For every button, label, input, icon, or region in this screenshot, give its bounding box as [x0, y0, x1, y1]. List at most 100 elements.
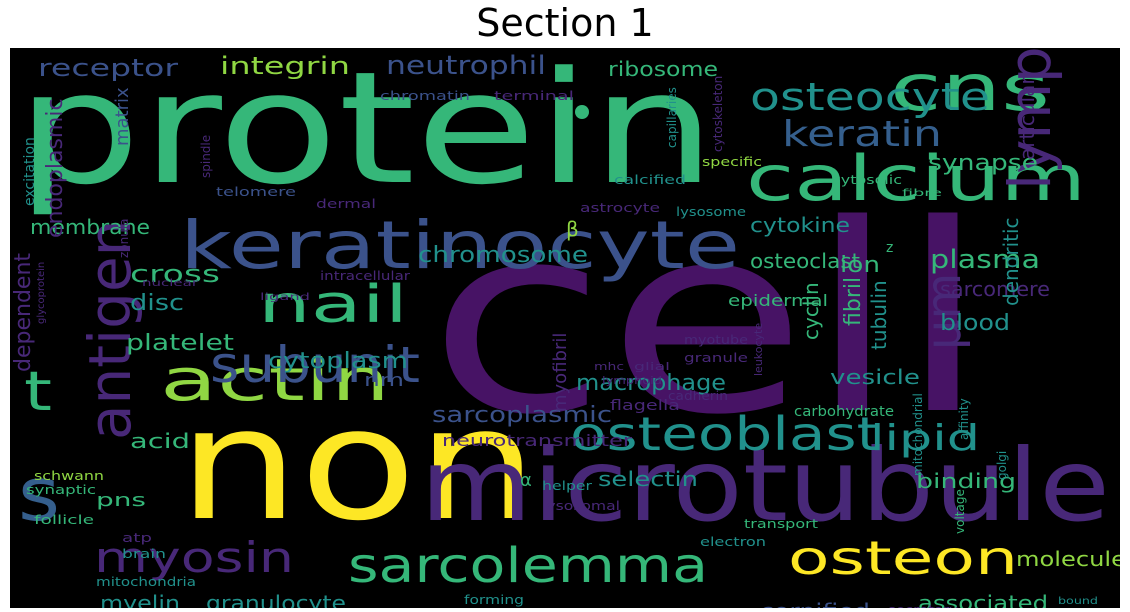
- word-excitation: excitation: [22, 137, 38, 206]
- word-ion: ion: [840, 253, 880, 278]
- word-ribosome: ribosome: [608, 57, 718, 81]
- word-binding: binding: [916, 469, 1016, 493]
- word-calcified: calcified: [614, 173, 686, 187]
- word-ligand: ligand: [260, 292, 310, 303]
- word-cloud-background: [10, 48, 1120, 608]
- word-macrophage: macrophage: [576, 371, 726, 396]
- word-golgi: golgi: [995, 451, 1009, 480]
- word-lysosomal: lysosomal: [542, 499, 620, 513]
- word-dendritic: dendritic: [999, 217, 1023, 306]
- word-osteocyte: osteocyte: [750, 75, 990, 119]
- word-lysosome: lysosome: [676, 205, 746, 219]
- word-synaptic: synaptic: [26, 483, 96, 497]
- dot-mark: [575, 105, 589, 119]
- word-capillaries: capillaries: [665, 87, 679, 148]
- word-cloud: cellproteinnonmicrotubulekeratinocytecal…: [10, 48, 1120, 608]
- word-transport: transport: [744, 517, 818, 531]
- word-microtubule: microtubule: [420, 427, 1110, 544]
- word-mitochondrial: mitochondrial: [911, 393, 925, 476]
- word-granule: granule: [684, 351, 748, 365]
- word-disc: disc: [130, 291, 184, 316]
- word-cyclin: cyclin: [799, 282, 823, 340]
- word-antigen: antigen: [76, 220, 144, 440]
- word-myosin: myosin: [94, 533, 294, 582]
- word-molecule: molecule: [1016, 547, 1120, 571]
- word-nail: nail: [258, 275, 408, 335]
- word-cytosolic: cytosolic: [832, 173, 902, 187]
- word-integrin: integrin: [220, 52, 350, 80]
- word-fibre: fibre: [902, 188, 942, 199]
- word-terminal: terminal: [494, 89, 574, 103]
- word-membrane: membrane: [30, 215, 150, 239]
- word-keratinocyte: keratinocyte: [180, 207, 740, 284]
- word-t: t: [24, 360, 52, 423]
- word-myofibril: myofibril: [550, 333, 571, 412]
- word-selectin: selectin: [598, 467, 698, 491]
- word-vesicle: vesicle: [830, 365, 920, 389]
- word-follicle: follicle: [34, 513, 94, 527]
- word-cytoplasm: cytoplasm: [268, 349, 408, 374]
- word-chromatin: chromatin: [380, 89, 470, 103]
- word-subunit: subunit: [210, 336, 420, 394]
- word-sarcoplasmic: sarcoplasmic: [432, 403, 612, 428]
- word-glial: glial: [634, 360, 670, 373]
- word-schwann: schwann: [34, 469, 104, 483]
- word-cytoskeleton: cytoskeleton: [711, 76, 725, 152]
- word-osteon: osteon: [788, 531, 1018, 585]
- word-zonula: zonula: [117, 218, 131, 258]
- word-platelet: platelet: [126, 331, 234, 356]
- word-plasma: plasma: [930, 245, 1040, 275]
- word-affinity: affinity: [957, 398, 971, 440]
- word-electron: electron: [700, 535, 766, 549]
- word-cell: cell: [428, 170, 988, 472]
- word-cns: cns: [890, 52, 1050, 126]
- word-leukocyte: leukocyte: [752, 323, 765, 376]
- word-mhc: mhc: [594, 360, 624, 373]
- word-sarcomere: sarcomere: [940, 277, 1050, 301]
- word-glycoprotein: glycoprotein: [36, 262, 47, 324]
- word-mitochondria: mitochondria: [96, 575, 196, 589]
- word-acid: acid: [130, 429, 190, 453]
- word-: α: [520, 470, 532, 491]
- word-myotube: myotube: [684, 333, 748, 347]
- word-lipid: lipid: [870, 418, 980, 459]
- word-osteoclast: osteoclast: [750, 249, 860, 273]
- word-tubulin: tubulin: [867, 280, 891, 350]
- word-myelin: myelin: [100, 591, 180, 608]
- word-secretory: secretory: [888, 603, 958, 608]
- word-s: s: [18, 452, 60, 538]
- word-nuclear: nuclear: [142, 278, 199, 289]
- word-telomere: telomere: [216, 185, 296, 199]
- word-: β: [566, 217, 579, 241]
- word-voltage: voltage: [953, 489, 967, 534]
- word-specific: specific: [702, 155, 762, 169]
- word-pns: pns: [96, 490, 146, 511]
- word-articular: articular: [1015, 76, 1039, 160]
- word-atp: atp: [122, 531, 152, 545]
- word-epidermal: epidermal: [728, 291, 828, 310]
- word-calcium: calcium: [746, 142, 1086, 215]
- word-blood: blood: [940, 311, 1010, 336]
- word-cadherin: cadherin: [668, 389, 728, 403]
- word-cross: cross: [130, 260, 220, 288]
- word-lymphoid: lymphoid: [602, 374, 662, 387]
- word-protein: protein: [16, 48, 716, 219]
- word-intracellular: intracellular: [320, 269, 410, 283]
- word-astrocyte: astrocyte: [580, 201, 660, 215]
- word-bound: bound: [1058, 596, 1098, 607]
- word-brain: brain: [122, 547, 166, 561]
- word-carbohydrate: carbohydrate: [794, 404, 894, 420]
- word-actin: actin: [160, 346, 390, 414]
- word-spindle: spindle: [199, 135, 213, 178]
- word-keratin: keratin: [782, 114, 942, 155]
- word-forming: forming: [464, 593, 524, 607]
- chart-title: Section 1: [476, 1, 654, 45]
- word-sarcolemma: sarcolemma: [348, 538, 708, 594]
- word-non: non: [178, 374, 538, 555]
- word-matrix: matrix: [112, 87, 133, 146]
- word-neurotransmitter: neurotransmitter: [442, 431, 633, 450]
- word-receptor: receptor: [38, 54, 178, 82]
- word-neutrophil: neutrophil: [386, 51, 546, 81]
- word-flagella: flagella: [610, 398, 680, 414]
- word-cytokine: cytokine: [750, 213, 850, 237]
